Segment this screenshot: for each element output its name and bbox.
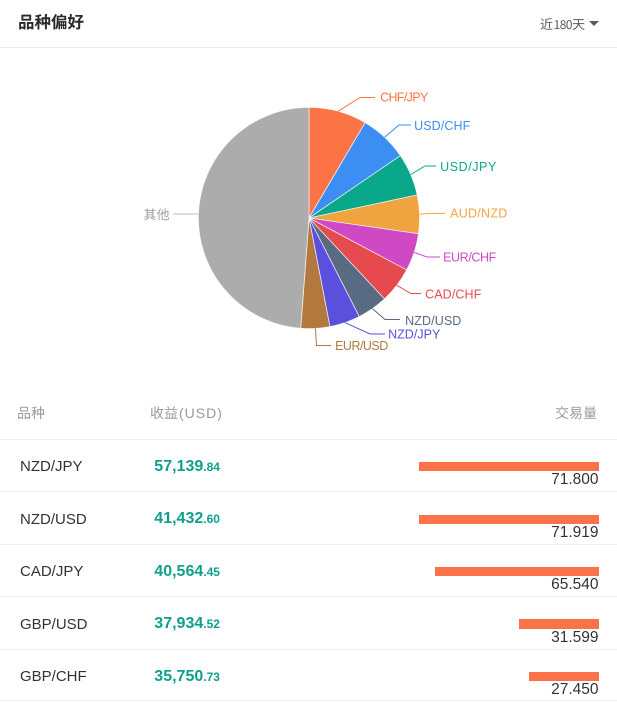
svg-text:USD/JPY: USD/JPY bbox=[440, 160, 497, 174]
svg-text:USD/CHF: USD/CHF bbox=[414, 119, 471, 133]
svg-text:EUR/USD: EUR/USD bbox=[335, 339, 388, 353]
svg-text:CHF/JPY: CHF/JPY bbox=[380, 91, 429, 105]
svg-text:AUD/NZD: AUD/NZD bbox=[450, 207, 507, 221]
svg-text:CAD/CHF: CAD/CHF bbox=[425, 287, 482, 301]
svg-text:NZD/USD: NZD/USD bbox=[405, 314, 461, 328]
svg-text:EUR/CHF: EUR/CHF bbox=[443, 251, 497, 265]
svg-text:NZD/JPY: NZD/JPY bbox=[388, 327, 441, 341]
